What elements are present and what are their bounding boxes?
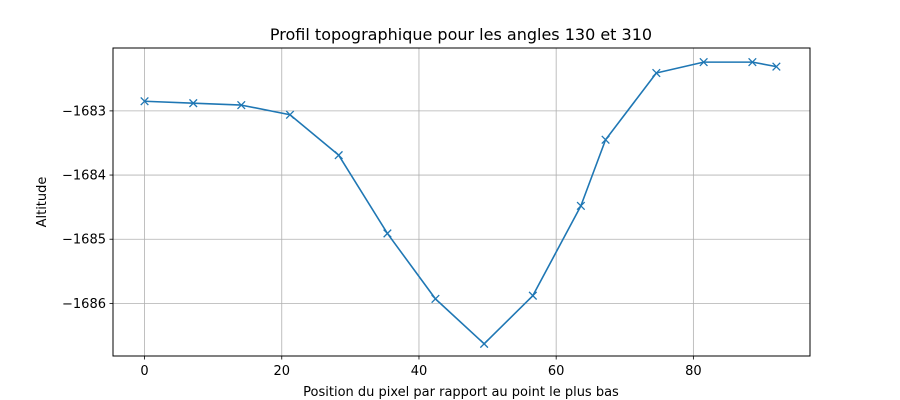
marker-stroke (652, 68, 661, 78)
x-tick-label: 40 (411, 364, 428, 379)
y-tick-label: −1684 (62, 169, 106, 184)
marker-stroke (528, 291, 538, 300)
data-point-marker (431, 294, 440, 304)
data-point-marker (772, 62, 781, 71)
y-axis: −1686 −1685 −1684 −1683 (62, 104, 113, 312)
marker-stroke (576, 201, 586, 211)
marker-stroke (601, 135, 610, 145)
data-point-marker (528, 291, 538, 300)
data-point-marker (576, 201, 586, 211)
marker-stroke (237, 100, 246, 110)
data-point-marker (334, 150, 343, 160)
data-point-marker (140, 96, 149, 106)
grid-lines (113, 48, 810, 356)
data-point-marker (601, 135, 610, 145)
y-tick-label: −1685 (62, 233, 106, 248)
data-point-marker (479, 339, 489, 349)
x-tick-label: 0 (140, 364, 148, 379)
marker-stroke (431, 294, 440, 304)
marker-stroke (334, 150, 343, 160)
x-tick-label: 20 (273, 364, 290, 379)
data-point-marker (237, 100, 246, 110)
marker-stroke (140, 96, 149, 106)
series-layer (140, 57, 781, 349)
marker-stroke (699, 57, 708, 67)
marker-stroke (285, 110, 295, 119)
data-point-marker (699, 57, 708, 67)
data-point-marker (652, 68, 661, 78)
plot-frame (112, 47, 811, 357)
data-point-marker (383, 229, 392, 238)
series-line (144, 61, 777, 345)
marker-stroke (479, 339, 489, 349)
marker-stroke (748, 57, 757, 67)
marker-stroke (772, 62, 781, 71)
x-axis-label: Position du pixel par rapport au point l… (303, 385, 619, 400)
chart-title: Profil topographique pour les angles 130… (270, 25, 652, 44)
y-tick-label: −1683 (62, 104, 106, 119)
data-point-marker (189, 98, 198, 108)
x-tick-label: 60 (548, 364, 565, 379)
data-point-marker (748, 57, 757, 67)
y-axis-label: Altitude (35, 177, 50, 228)
marker-stroke (189, 98, 198, 108)
marker-stroke (383, 229, 392, 238)
x-axis: 0 20 40 60 80 (140, 356, 702, 379)
y-tick-label: −1686 (62, 297, 106, 312)
data-point-marker (285, 110, 295, 119)
x-tick-label: 80 (685, 364, 702, 379)
